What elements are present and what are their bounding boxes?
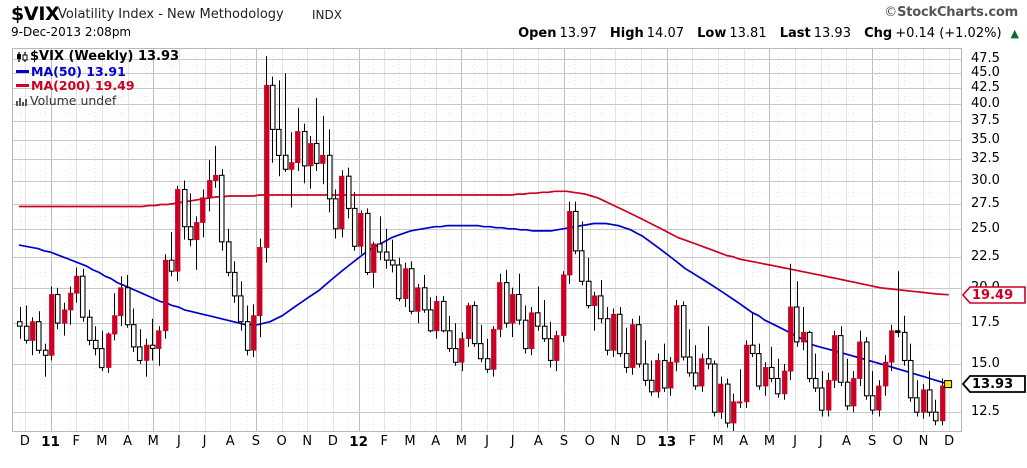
y-axis-tick-label: 32.5 [971, 151, 1000, 167]
chg-value: +0.14 (+1.02%) [895, 26, 1002, 41]
y-axis-tick-label: 35.0 [971, 131, 1000, 147]
x-axis-tick-label: J [818, 434, 823, 449]
x-axis-tick-label: A [225, 434, 235, 449]
y-axis-tick-label: 25.0 [971, 220, 1000, 236]
y-axis-tick-label: 27.5 [971, 195, 1000, 211]
price-tag-shape-icon [962, 374, 1026, 393]
x-axis-tick-label: N [302, 434, 313, 449]
x-axis-tick-label: D [944, 434, 955, 449]
x-axis-tick-label: J [793, 434, 798, 449]
x-axis-tick-label: O [892, 434, 903, 449]
x-axis-tick-label: S [867, 434, 877, 449]
x-axis-tick-label: M [763, 434, 776, 449]
legend-price-row: $VIX (Weekly) 13.93 [16, 49, 180, 65]
symbol-exchange: INDX [312, 8, 342, 22]
x-axis-tick-label: 11 [41, 434, 60, 450]
x-axis-tick-label: O [584, 434, 595, 449]
change-up-arrow-icon: ▲ [1010, 27, 1019, 40]
ma200-value-tag: 19.49 [962, 285, 1026, 305]
open-value: 13.97 [559, 26, 597, 41]
legend-price-label: $VIX (Weekly) 13.93 [30, 49, 180, 64]
y-axis-tick-label: 40.0 [971, 96, 1000, 112]
brand-name: StockCharts.com [897, 5, 1018, 20]
last-price-tag: 13.93 [962, 374, 1026, 394]
x-axis-tick-label: N [610, 434, 621, 449]
x-axis-tick-label: M [712, 434, 724, 449]
x-axis-tick-label: D [327, 434, 338, 449]
x-axis-tick-label: J [202, 434, 207, 449]
quote-timestamp: 9-Dec-2013 2:08pm [11, 25, 132, 39]
x-axis-tick-label: J [485, 434, 489, 449]
high-label: High [609, 26, 644, 41]
y-axis-tick-label: 30.0 [971, 172, 1000, 188]
legend-ma200-label: MA(200) 19.49 [31, 78, 135, 93]
x-axis-tick-label: M [455, 434, 467, 449]
ma50-swatch-icon [16, 69, 29, 73]
x-axis-tick-label: 13 [657, 434, 677, 450]
legend-volume-label: Volume undef [30, 92, 117, 108]
y-axis-tick-label: 37.5 [971, 113, 1000, 129]
x-axis-tick-label: S [559, 434, 569, 449]
symbol-ticker: $VIX [11, 3, 60, 25]
y-axis-tick-label: 22.5 [971, 248, 1000, 264]
symbol-description: Volatility Index - New Methodology [58, 7, 284, 22]
x-axis-tick-label: 12 [349, 434, 368, 450]
low-label: Low [697, 26, 727, 41]
price-tag-shape-icon [962, 285, 1026, 304]
y-axis-tick-label: 15.0 [971, 355, 1000, 371]
ma200-swatch-icon [16, 84, 29, 87]
x-axis-tick-label: F [688, 434, 697, 449]
x-axis-tick-label: J [510, 434, 515, 449]
quote-bar: Open 13.97 High 14.07 Low 13.81 Last 13.93 C… [518, 26, 1019, 41]
last-label: Last [779, 26, 811, 41]
legend-volume-row: Volume undef [16, 92, 179, 109]
x-axis-tick-label: S [251, 434, 261, 449]
candlestick-icon [17, 51, 28, 62]
low-value: 13.81 [729, 26, 767, 41]
legend-ma50-label: MA(50) 13.91 [31, 63, 126, 79]
open-label: Open [518, 26, 557, 41]
x-axis-tick-label: N [918, 434, 929, 449]
chg-label: Chg [864, 26, 893, 41]
y-axis-tick-label: 45.0 [971, 65, 1000, 81]
x-axis-tick-label: O [276, 434, 287, 449]
x-axis-tick-label: A [431, 434, 441, 449]
x-axis-tick-label: A [739, 434, 749, 449]
chart-legend: $VIX (Weekly) 13.93 MA(50) 13.91 MA(200)… [16, 49, 180, 109]
stockcharts-logo: ©StockCharts.com [884, 5, 1018, 20]
price-tag-value: 19.49 [972, 287, 1014, 303]
legend-ma200-row: MA(200) 19.49 [16, 78, 179, 94]
copyright-icon: © [884, 5, 898, 20]
grid-layer [12, 48, 962, 432]
x-axis-tick-label: M [96, 434, 108, 449]
date-axis: D 11 F M A M J J A S O N D 12 F M A M J J A S O N D 13 F M A M J J A S O N D [12, 434, 962, 458]
x-axis-tick-label: F [380, 434, 389, 449]
legend-ma50-row: MA(50) 13.91 [16, 63, 179, 80]
x-axis-tick-label: F [72, 434, 80, 449]
x-axis-tick-label: A [533, 434, 543, 449]
high-value: 14.07 [646, 26, 684, 41]
x-axis-tick-label: A [123, 434, 132, 449]
x-axis-tick-label: M [404, 434, 416, 449]
volume-bars-icon [16, 98, 27, 106]
chart-header: $VIX Volatility Index - New Methodology … [0, 0, 1027, 46]
price-plot-area[interactable] [12, 48, 962, 432]
y-axis-tick-label: 47.5 [971, 50, 1000, 66]
candlestick-layer [16, 56, 953, 432]
x-axis-tick-label: M [147, 434, 159, 449]
x-axis-tick-label: D [636, 434, 647, 449]
price-tag-value: 13.93 [972, 376, 1014, 392]
x-axis-tick-label: J [176, 434, 181, 449]
y-axis-tick-label: 42.5 [971, 80, 1000, 96]
last-value: 13.93 [813, 26, 851, 41]
x-axis-tick-label: A [842, 434, 851, 449]
x-axis-tick-label: D [19, 434, 30, 449]
y-axis-tick-label: 12.5 [971, 404, 1000, 420]
y-axis-tick-label: 17.5 [971, 315, 1000, 331]
